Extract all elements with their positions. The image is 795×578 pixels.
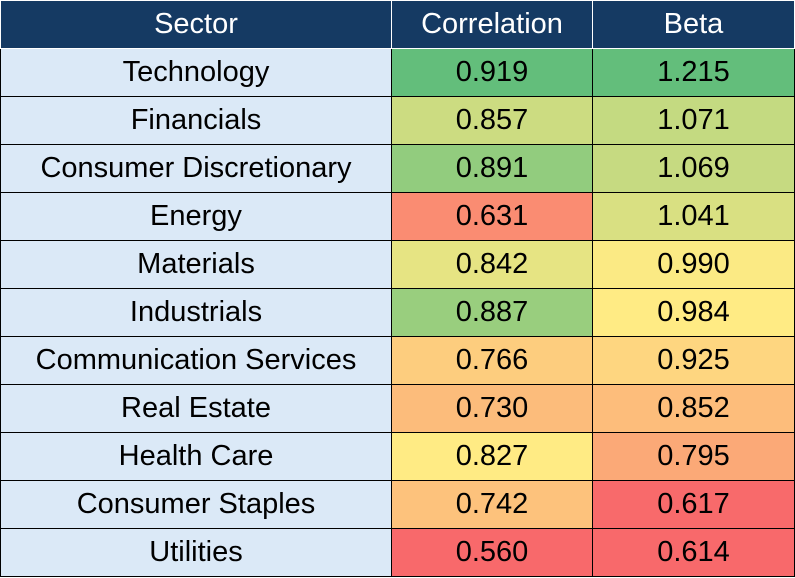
header-correlation: Correlation xyxy=(391,0,593,49)
correlation-cell: 0.887 xyxy=(391,288,593,337)
table-row: Utilities 0.560 0.614 xyxy=(0,528,795,577)
sector-cell: Health Care xyxy=(0,432,392,481)
beta-cell: 1.071 xyxy=(592,96,795,145)
sector-cell: Materials xyxy=(0,240,392,289)
beta-cell: 1.041 xyxy=(592,192,795,241)
table-row: Technology 0.919 1.215 xyxy=(0,48,795,97)
correlation-cell: 0.919 xyxy=(391,48,593,97)
correlation-cell: 0.631 xyxy=(391,192,593,241)
correlation-cell: 0.766 xyxy=(391,336,593,385)
table-row: Health Care 0.827 0.795 xyxy=(0,432,795,481)
table-row: Energy 0.631 1.041 xyxy=(0,192,795,241)
beta-cell: 1.215 xyxy=(592,48,795,97)
beta-cell: 0.925 xyxy=(592,336,795,385)
beta-cell: 0.614 xyxy=(592,528,795,577)
sector-cell: Energy xyxy=(0,192,392,241)
beta-cell: 1.069 xyxy=(592,144,795,193)
sector-cell: Communication Services xyxy=(0,336,392,385)
sector-cell: Financials xyxy=(0,96,392,145)
table-body: Technology 0.919 1.215 Financials 0.857 1.071… xyxy=(0,48,795,577)
table-row: Communication Services 0.766 0.925 xyxy=(0,336,795,385)
beta-cell: 0.984 xyxy=(592,288,795,337)
table-row: Materials 0.842 0.990 xyxy=(0,240,795,289)
sector-cell: Industrials xyxy=(0,288,392,337)
sector-cell: Consumer Discretionary xyxy=(0,144,392,193)
beta-cell: 0.852 xyxy=(592,384,795,433)
beta-cell: 0.795 xyxy=(592,432,795,481)
table-row: Financials 0.857 1.071 xyxy=(0,96,795,145)
correlation-cell: 0.560 xyxy=(391,528,593,577)
beta-cell: 0.990 xyxy=(592,240,795,289)
sector-cell: Utilities xyxy=(0,528,392,577)
sector-cell: Consumer Staples xyxy=(0,480,392,529)
sector-cell: Real Estate xyxy=(0,384,392,433)
sector-cell: Technology xyxy=(0,48,392,97)
correlation-cell: 0.857 xyxy=(391,96,593,145)
beta-cell: 0.617 xyxy=(592,480,795,529)
header-row: Sector Correlation Beta xyxy=(0,0,795,49)
header-sector: Sector xyxy=(0,0,392,49)
table-row: Real Estate 0.730 0.852 xyxy=(0,384,795,433)
table-row: Industrials 0.887 0.984 xyxy=(0,288,795,337)
table-row: Consumer Discretionary 0.891 1.069 xyxy=(0,144,795,193)
correlation-cell: 0.842 xyxy=(391,240,593,289)
correlation-cell: 0.891 xyxy=(391,144,593,193)
correlation-cell: 0.827 xyxy=(391,432,593,481)
correlation-cell: 0.742 xyxy=(391,480,593,529)
correlation-cell: 0.730 xyxy=(391,384,593,433)
header-beta: Beta xyxy=(592,0,795,49)
table-row: Consumer Staples 0.742 0.617 xyxy=(0,480,795,529)
